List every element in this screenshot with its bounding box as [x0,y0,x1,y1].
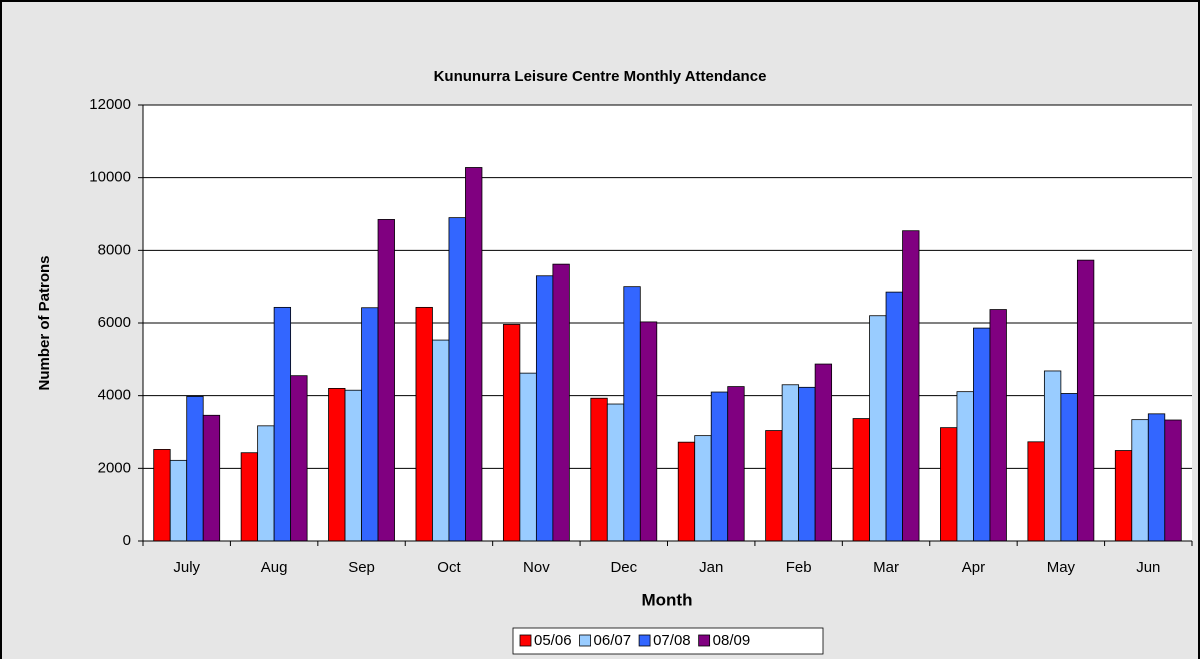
x-tick-label: Dec [610,559,637,576]
legend-swatch [579,634,591,647]
bar [186,395,204,542]
x-tick-label: Aug [261,559,288,576]
legend-box [512,627,824,655]
legend-label: 08/09 [713,632,751,649]
bar [1076,259,1095,542]
x-tick-label: Jun [1136,559,1160,576]
x-tick-label: Oct [437,559,461,576]
bar [290,375,308,542]
x-tick-label: Mar [873,559,899,576]
bar [535,275,554,542]
chart-title: Kununurra Leisure Centre Monthly Attenda… [434,68,767,85]
bar [153,449,171,542]
bar [798,386,816,542]
bar [257,425,275,542]
bar [377,219,395,542]
bar [361,307,379,542]
bar [415,306,433,542]
bar [202,414,221,542]
bar [973,327,991,542]
x-tick-label: May [1047,559,1076,576]
bar [448,217,466,542]
y-tick-label: 0 [123,532,131,549]
bar [710,391,729,542]
bar [240,452,259,542]
bar [885,291,903,542]
bar [1043,370,1062,542]
bar [1060,393,1078,542]
bar [1114,450,1133,542]
bar [502,324,521,542]
y-tick-label: 4000 [98,387,131,404]
bar [465,167,483,542]
bar [606,403,625,542]
bar [590,397,608,542]
y-tick-label: 8000 [98,241,131,258]
bar [623,286,641,542]
bar [852,418,870,542]
legend-swatch [698,634,711,647]
bar [432,339,450,542]
x-tick-label: Apr [962,559,985,576]
bar [869,315,887,542]
legend-label: 07/08 [653,632,691,649]
legend-swatch [638,634,651,647]
bar [519,372,537,542]
legend-label: 06/07 [594,632,632,649]
bar [902,230,920,542]
bar [940,427,958,542]
x-axis-label: Month [642,590,693,609]
bar [1131,419,1149,542]
bar [765,430,783,542]
bar [273,306,292,542]
bar [781,384,800,542]
bar [552,263,570,542]
legend-swatch [519,634,532,647]
bar [328,387,346,542]
y-tick-label: 10000 [89,169,131,186]
bar [1164,419,1182,542]
bar [344,389,362,542]
y-tick-label: 12000 [89,96,131,113]
bar [694,435,712,542]
x-tick-label: July [173,559,200,576]
bar [814,363,833,542]
x-tick-label: Sep [348,559,375,576]
x-tick-label: Jan [699,559,723,576]
bar [1027,441,1045,542]
bar [727,386,745,542]
bar [989,309,1007,542]
bar [639,321,658,542]
bar [677,441,696,542]
x-tick-label: Feb [786,559,812,576]
y-axis-label: Number of Patrons [36,255,53,390]
y-tick-label: 2000 [98,459,131,476]
legend-label: 05/06 [534,632,572,649]
x-tick-label: Nov [523,559,550,576]
y-tick-label: 6000 [98,314,131,331]
bar [956,391,974,542]
bar [169,459,188,542]
bar [1147,413,1166,542]
